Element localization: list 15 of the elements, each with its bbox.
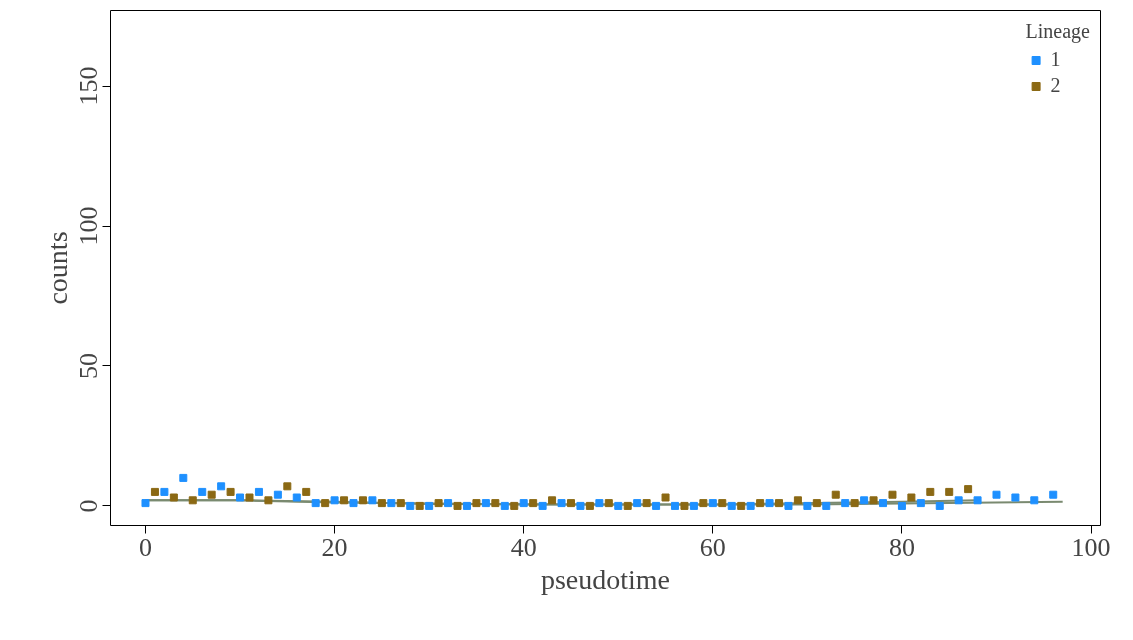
legend-label: 1 — [1050, 48, 1062, 71]
y-tick-label: 0 — [74, 499, 104, 513]
y-tick-label: 100 — [74, 206, 104, 246]
x-tick-label: 80 — [888, 532, 915, 562]
y-tick-label: 150 — [74, 66, 104, 106]
x-axis-title: pseudotime — [540, 563, 671, 595]
y-axis-title: counts — [41, 231, 73, 305]
x-tick-label: 60 — [699, 532, 726, 562]
legend-title: Lineage — [1025, 20, 1090, 43]
x-tick-label: 100 — [1071, 532, 1111, 562]
x-tick-label: 20 — [321, 532, 348, 562]
x-tick-label: 40 — [510, 532, 537, 562]
y-tick-label: 50 — [74, 352, 104, 379]
x-tick-label: 0 — [138, 532, 152, 562]
legend-label: 2 — [1050, 74, 1062, 97]
